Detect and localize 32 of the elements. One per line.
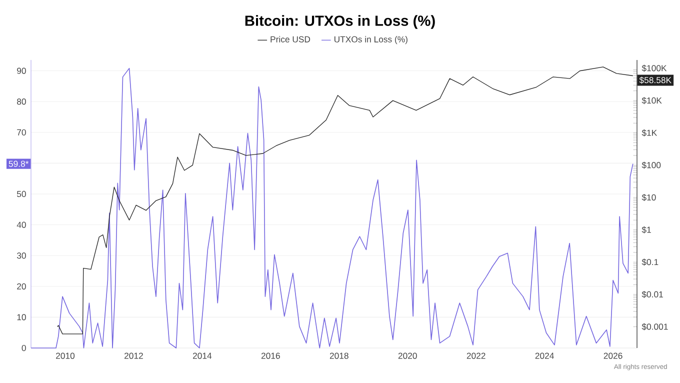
y2-tick-label: $1K — [642, 129, 658, 136]
y-tick-label: 0 — [22, 344, 26, 352]
x-tick-label: 2024 — [535, 352, 554, 359]
y2-tick-label: $0.001 — [642, 323, 668, 330]
legend-label: UTXOs in Loss (%) — [334, 36, 408, 44]
x-tick-label: 2016 — [261, 352, 280, 359]
text: 59.8* — [8, 160, 29, 167]
y-tick-label: 40 — [16, 222, 26, 228]
y2-tick-label: $100 — [642, 162, 661, 169]
y-tick-label: 30 — [16, 252, 26, 259]
y2-tick-label: $0.01 — [642, 290, 663, 298]
y2-tick-label: $10 — [642, 194, 656, 202]
y-tick-label: 80 — [17, 98, 26, 105]
x-tick-label: 2026 — [604, 352, 622, 359]
x-tick-label: 2020 — [398, 352, 417, 359]
x-tick-label: 2012 — [124, 352, 143, 359]
text: $58.58K — [639, 76, 672, 84]
y2-tick-label: $100K — [642, 64, 667, 72]
x-tick-label: 2022 — [466, 352, 486, 359]
y-tick-label: 20 — [17, 283, 26, 290]
y-tick-label: 10 — [17, 314, 26, 320]
y-tick-label: 90 — [17, 68, 26, 74]
y2-tick-label: $1 — [642, 226, 651, 234]
legend-label: Price USD — [270, 36, 310, 42]
y-tick-label: 50 — [17, 190, 26, 198]
y-tick-label: 70 — [17, 129, 26, 136]
x-tick-label: 2010 — [56, 352, 75, 359]
y2-tick-label: $10K — [642, 97, 662, 104]
y2-tick-label: $0.1 — [642, 258, 658, 266]
chart-title: Bitcoin: UTXOs in Loss (%) — [245, 15, 435, 29]
x-tick-label: 2018 — [330, 352, 348, 359]
x-tick-label: 2014 — [192, 352, 212, 359]
